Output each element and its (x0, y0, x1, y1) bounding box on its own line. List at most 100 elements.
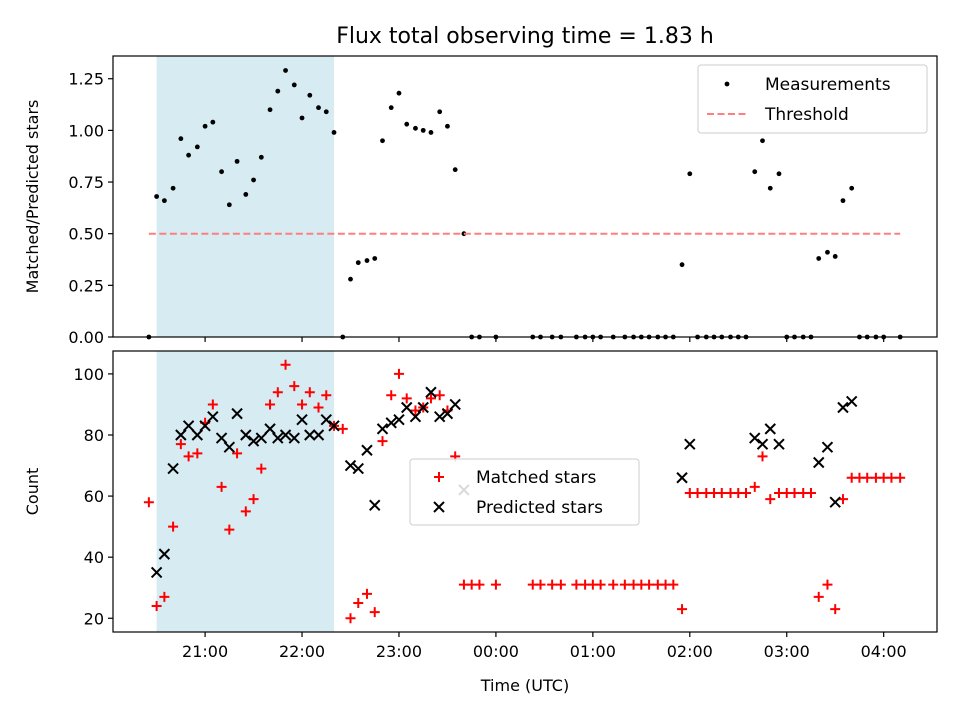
predicted-star-point (344, 459, 357, 472)
matched-star-point (369, 607, 380, 618)
matched-star-point (757, 451, 768, 462)
matched-star-point (886, 472, 897, 483)
measurement-point (428, 130, 434, 135)
predicted-star-point (433, 410, 446, 423)
matched-star-point (401, 393, 412, 404)
measurement-point (404, 121, 410, 127)
matched-star-point (207, 399, 218, 410)
measurement-point (437, 109, 443, 115)
matched-star-point (232, 448, 243, 459)
matched-star-point (175, 439, 186, 450)
matched-star-point (192, 448, 203, 459)
matched-star-point (361, 588, 372, 599)
measurement-point (234, 158, 240, 164)
matched-star-point (434, 390, 445, 401)
predicted-star-point (167, 462, 179, 475)
predicted-star-point (199, 420, 211, 432)
matched-star-point (608, 579, 619, 590)
top-panel: 0.00 0.25 0.50 0.75 1.00 1.25 Matched/Predicte… (23, 55, 938, 347)
matched-star-point (535, 579, 546, 590)
predicted-star-point (441, 407, 454, 420)
y-tick-label: 100 (73, 365, 104, 384)
measurement-point (275, 88, 281, 94)
legend-box (409, 458, 640, 526)
x-axis-label: Time (UTC) (480, 676, 569, 695)
predicted-star-point (150, 566, 163, 579)
measurement-point (186, 152, 192, 158)
matched-star-point (353, 597, 364, 608)
matched-star-point (386, 390, 397, 401)
legend-label-threshold: Threshold (764, 105, 849, 125)
predicted-star-point (837, 401, 849, 414)
matched-star-point (555, 579, 566, 590)
predicted-star-point (255, 432, 268, 444)
matched-star-point (619, 579, 630, 590)
legend-label-matched: Matched stars (476, 468, 596, 488)
legend-marker-measurements (724, 81, 730, 87)
measurement-point (816, 256, 822, 261)
matched-star-point (224, 524, 235, 535)
x-tick-label: 01:00 (570, 642, 616, 661)
figure-title: Flux total observing time = 1.83 h (336, 24, 714, 49)
measurement-point (413, 125, 418, 131)
matched-star-point (716, 488, 727, 499)
legend-label-predicted: Predicted stars (476, 498, 603, 518)
matched-star-point (393, 368, 404, 379)
predicted-star-point (821, 441, 834, 453)
predicted-star-point (393, 414, 405, 426)
matched-star-point (895, 472, 906, 483)
matched-star-point (805, 488, 816, 499)
measurement-point (258, 154, 264, 160)
matched-star-point (571, 579, 582, 590)
legend: Measurements Threshold (697, 64, 928, 134)
measurement-point (832, 254, 838, 259)
matched-star-point (256, 463, 267, 474)
measurement-point (364, 258, 370, 263)
predicted-star-point (296, 414, 308, 426)
matched-star-point (168, 521, 179, 532)
predicted-star-point (676, 472, 688, 484)
measurement-point (687, 171, 693, 177)
measurement-point (445, 123, 450, 129)
predicted-star-point (240, 429, 252, 441)
predicted-star-point (231, 407, 243, 420)
predicted-star-point (749, 432, 761, 444)
y-tick-label: 1.00 (68, 121, 104, 140)
measurement-point (752, 169, 758, 175)
predicted-star-point (813, 456, 825, 469)
x-tick-label: 21:00 (182, 642, 228, 661)
measurement-point (316, 105, 321, 111)
predicted-star-point (215, 432, 228, 444)
predicted-star-point (829, 496, 841, 508)
matched-star-point (159, 591, 170, 602)
matched-star-point (741, 488, 752, 499)
measurement-point (307, 92, 313, 98)
measurement-point (219, 169, 224, 175)
series-matched-stars (143, 359, 906, 624)
predicted-star-point (409, 410, 422, 423)
matched-star-point (668, 579, 679, 590)
matched-star-point (240, 506, 251, 517)
predicted-star-point (288, 432, 300, 444)
measurement-point (283, 68, 288, 73)
x-tick-label: 03:00 (764, 642, 810, 661)
matched-star-point (337, 423, 348, 434)
measurement-point (679, 262, 685, 268)
legend-label-measurements: Measurements (765, 75, 891, 95)
matched-star-point (749, 481, 760, 492)
x-tick-label: 00:00 (473, 642, 519, 661)
matched-star-point (151, 601, 162, 612)
predicted-star-point (764, 423, 776, 435)
y-tick-label: 60 (84, 487, 104, 506)
series-predicted-stars (150, 386, 858, 579)
x-tick-label: 04:00 (861, 642, 907, 661)
predicted-star-point (417, 401, 429, 414)
matched-star-point (789, 488, 800, 499)
x-tick-label: 02:00 (667, 642, 713, 661)
predicted-star-point (304, 429, 316, 441)
measurement-point (760, 138, 765, 144)
measurement-point (849, 185, 855, 191)
matched-star-point (143, 497, 154, 508)
predicted-star-point (376, 423, 389, 435)
